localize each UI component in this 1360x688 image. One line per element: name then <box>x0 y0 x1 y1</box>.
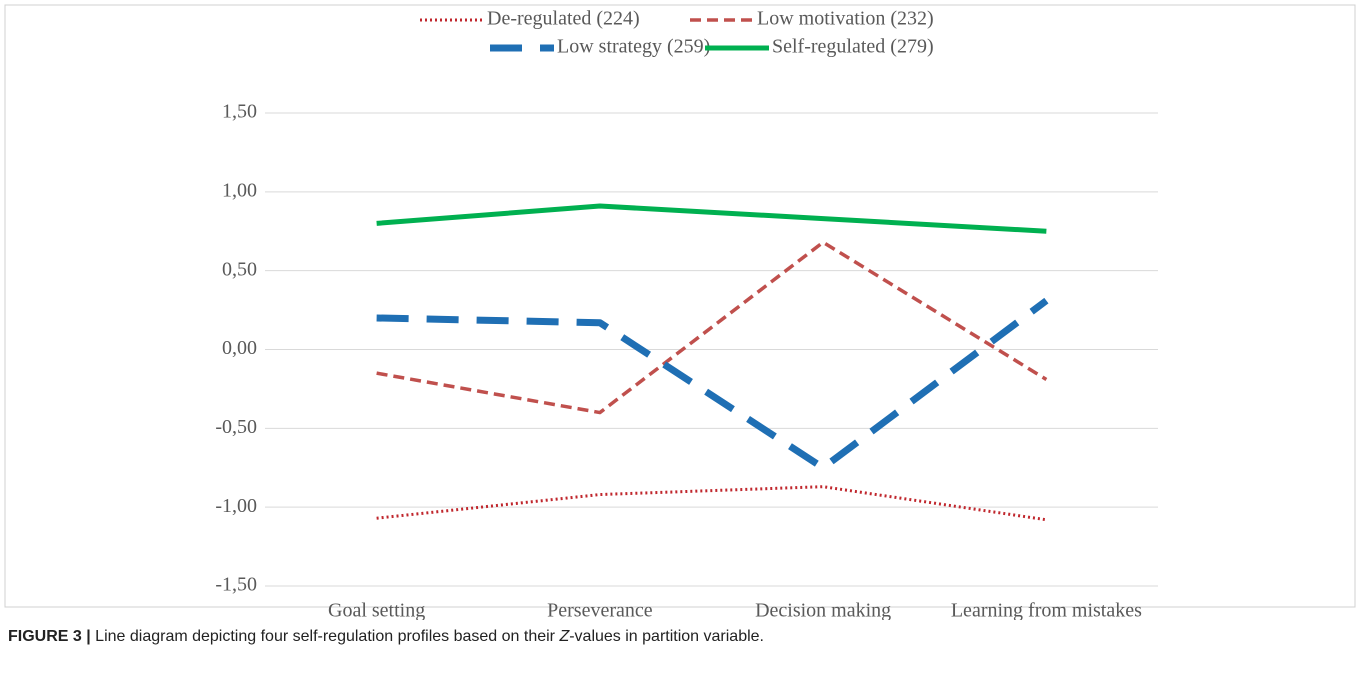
caption-italic: Z <box>559 628 570 645</box>
y-tick-label: -1,00 <box>215 495 257 517</box>
series-line <box>376 203 1047 234</box>
y-tick-label: 0,00 <box>222 337 257 359</box>
x-tick-label: Decision making <box>755 600 891 620</box>
series-line <box>376 297 1049 472</box>
caption-text: -values in partition variable. <box>569 628 764 645</box>
y-tick-label: 0,50 <box>222 258 257 280</box>
caption-label: FIGURE 3 | <box>8 628 91 645</box>
legend-label: Low strategy (259) <box>557 36 710 58</box>
y-tick-label: 1,50 <box>222 101 257 123</box>
caption: FIGURE 3 | Line diagram depicting four s… <box>8 628 764 646</box>
legend-label: Self-regulated (279) <box>772 36 934 58</box>
x-tick-label: Learning from mistakes <box>951 600 1142 620</box>
legend-label: De-regulated (224) <box>487 8 640 30</box>
caption-text: Line diagram depicting four self-regulat… <box>90 628 560 645</box>
x-tick-label: Goal setting <box>328 600 425 620</box>
legend-label: Low motivation (232) <box>757 8 934 30</box>
y-tick-label: 1,00 <box>222 179 257 201</box>
series-line <box>376 240 1048 415</box>
chart-border <box>4 4 1356 608</box>
x-tick-label: Perseverance <box>547 600 653 620</box>
y-tick-label: -0,50 <box>215 416 257 438</box>
y-tick-label: -1,50 <box>215 574 257 596</box>
series-line <box>376 485 1047 522</box>
chart: -1,50 -1,00 -0,50 0,00 0,50 1,00 1,50 Goal sett… <box>4 4 1356 620</box>
